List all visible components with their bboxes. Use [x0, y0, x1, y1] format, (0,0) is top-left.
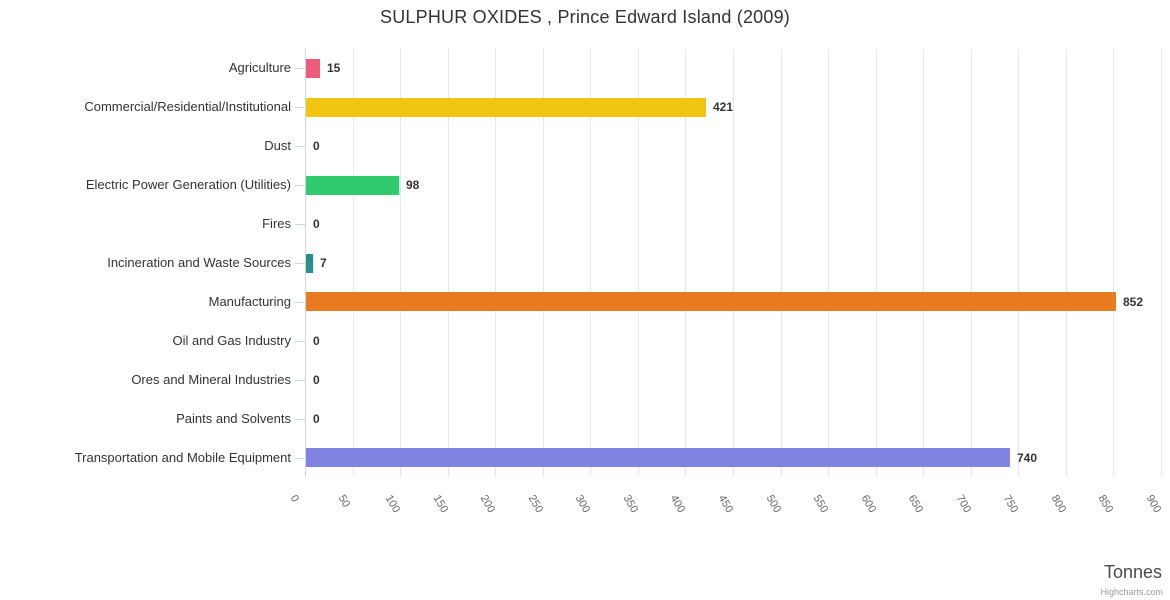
x-axis-tick-label: 600 [858, 493, 878, 515]
grid-line [353, 49, 354, 477]
category-label: Transportation and Mobile Equipment [74, 450, 291, 465]
x-axis-tick-label: 350 [620, 493, 641, 515]
grid-line [685, 49, 686, 477]
y-axis-tick [295, 458, 305, 459]
data-label: 0 [313, 334, 320, 348]
grid-line [1066, 49, 1067, 477]
grid-line [1161, 49, 1162, 477]
data-label: 421 [713, 100, 734, 114]
y-axis-tick [295, 107, 305, 108]
y-axis-line [305, 49, 306, 477]
y-axis-tick [295, 263, 305, 264]
grid-line [448, 49, 449, 477]
x-axis-tick-label: 750 [1000, 493, 1021, 515]
data-bar[interactable] [306, 59, 320, 78]
data-label: 0 [313, 373, 320, 387]
grid-line [733, 49, 734, 477]
grid-line [590, 49, 591, 477]
y-axis-tick [295, 341, 305, 342]
category-label: Agriculture [228, 60, 291, 75]
x-axis-tick-label: 800 [1048, 493, 1069, 515]
data-label: 0 [313, 139, 320, 153]
data-label: 7 [320, 256, 327, 270]
data-bar[interactable] [306, 448, 1010, 467]
category-label: Oil and Gas Industry [172, 333, 292, 348]
y-axis-tick [295, 146, 305, 147]
grid-line [543, 49, 544, 477]
data-label: 0 [313, 217, 320, 231]
category-label: Paints and Solvents [176, 411, 291, 426]
x-axis-tick-label: 900 [1143, 493, 1164, 515]
grid-line [1018, 49, 1019, 477]
y-axis-tick [295, 68, 305, 69]
x-axis-tick-label: 150 [430, 493, 450, 515]
data-label: 0 [313, 412, 320, 426]
x-axis-tick-label: 650 [905, 493, 926, 515]
category-label: Ores and Mineral Industries [131, 372, 291, 387]
x-axis-tick-label: 850 [1096, 493, 1116, 515]
y-axis-tick [295, 224, 305, 225]
y-axis-tick [295, 380, 305, 381]
x-axis-tick-label: 250 [525, 493, 545, 515]
y-axis-tick [295, 419, 305, 420]
category-label: Dust [264, 138, 291, 153]
grid-line [876, 49, 877, 477]
category-label: Commercial/Residential/Institutional [84, 99, 291, 114]
x-axis-title: Tonnes [1103, 562, 1162, 582]
x-axis-tick-label: 100 [382, 493, 403, 515]
grid-line [400, 49, 401, 477]
grid-line [1113, 49, 1114, 477]
grid-line [923, 49, 924, 477]
data-bar[interactable] [306, 98, 706, 117]
x-axis-tick-label: 550 [810, 493, 831, 515]
data-label: 852 [1123, 295, 1144, 309]
chart-title: SULPHUR OXIDES , Prince Edward Island (2… [380, 7, 790, 27]
grid-line [638, 49, 639, 477]
y-axis-tick [295, 302, 305, 303]
grid-line [971, 49, 972, 477]
data-label: 740 [1017, 451, 1038, 465]
x-axis-tick-label: 700 [953, 493, 973, 515]
data-bar[interactable] [306, 254, 313, 273]
data-label: 15 [327, 61, 341, 75]
data-label: 98 [406, 178, 420, 192]
grid-line [828, 49, 829, 477]
x-axis-tick-label: 500 [763, 493, 783, 515]
grid-line [495, 49, 496, 477]
x-axis-tick-label: 400 [668, 493, 688, 515]
x-axis-tick-label: 0 [287, 493, 302, 505]
highcharts-credit-link[interactable]: Highcharts.com [1100, 587, 1163, 597]
category-label: Manufacturing [208, 294, 291, 309]
plot-area [305, 49, 1162, 477]
category-label: Fires [262, 216, 291, 231]
y-axis-tick [295, 185, 305, 186]
category-label: Electric Power Generation (Utilities) [85, 177, 291, 192]
x-axis-tick-label: 450 [715, 493, 736, 515]
x-axis-tick-label: 200 [477, 493, 498, 515]
x-axis-tick-label: 50 [335, 493, 352, 510]
category-label: Incineration and Waste Sources [107, 255, 291, 270]
data-bar[interactable] [306, 176, 399, 195]
data-bar[interactable] [306, 292, 1116, 311]
x-axis-tick-label: 300 [572, 493, 593, 515]
grid-line [781, 49, 782, 477]
